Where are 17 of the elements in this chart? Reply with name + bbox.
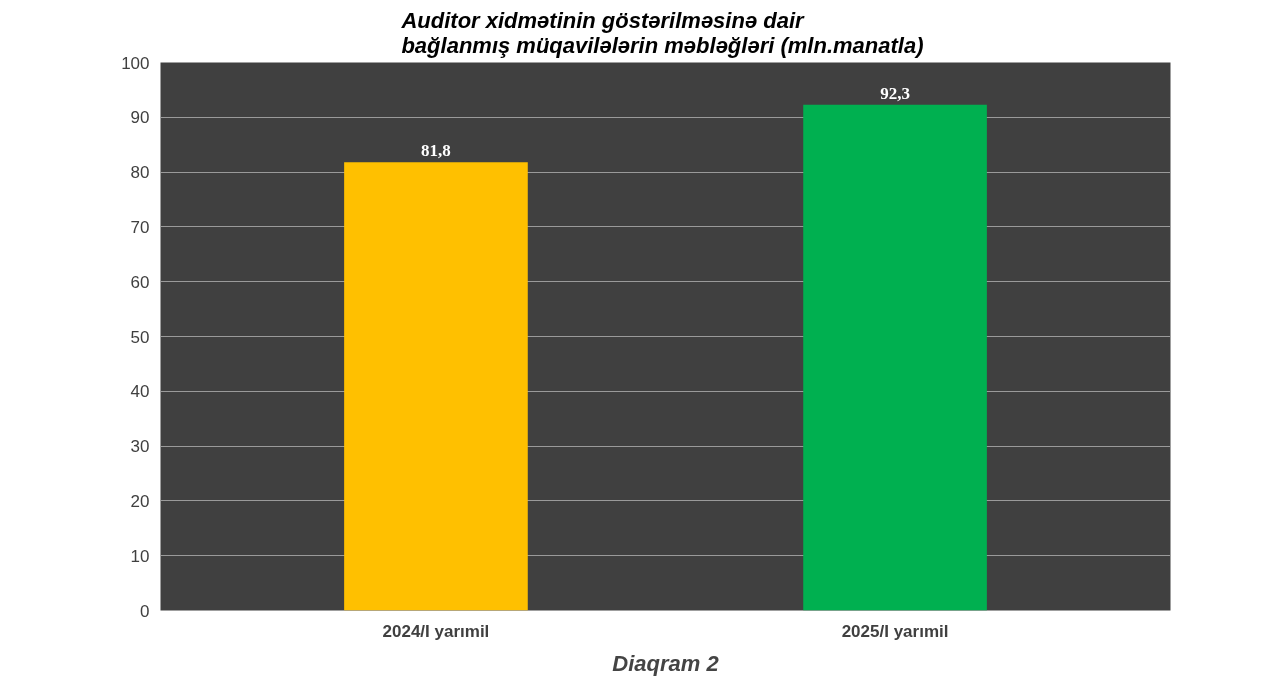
y-tick-label: 60	[130, 272, 150, 292]
y-tick-label: 40	[130, 382, 150, 402]
chart-title: Auditor xidmətinin göstərilməsinə dair bağlanmış müqavilələrin məbləğləri (mln.manatla)	[400, 7, 924, 58]
data-label: 81,8	[421, 141, 451, 161]
y-tick-label: 0	[140, 601, 150, 621]
x-tick-label: 2025/I yarımil	[841, 621, 949, 641]
text: Diaqram 2	[612, 650, 720, 676]
x-tick-label: 2024/I yarımil	[382, 621, 490, 641]
y-tick-label: 90	[130, 108, 150, 128]
y-tick-label: 20	[130, 491, 150, 511]
y-tick-label: 100	[121, 53, 150, 73]
y-tick-label: 50	[130, 327, 150, 347]
y-tick-label: 30	[130, 437, 150, 457]
y-tick-label: 70	[130, 217, 150, 237]
data-label: 92,3	[880, 83, 910, 103]
y-tick-label: 80	[130, 163, 150, 183]
y-tick-label: 10	[130, 546, 150, 566]
